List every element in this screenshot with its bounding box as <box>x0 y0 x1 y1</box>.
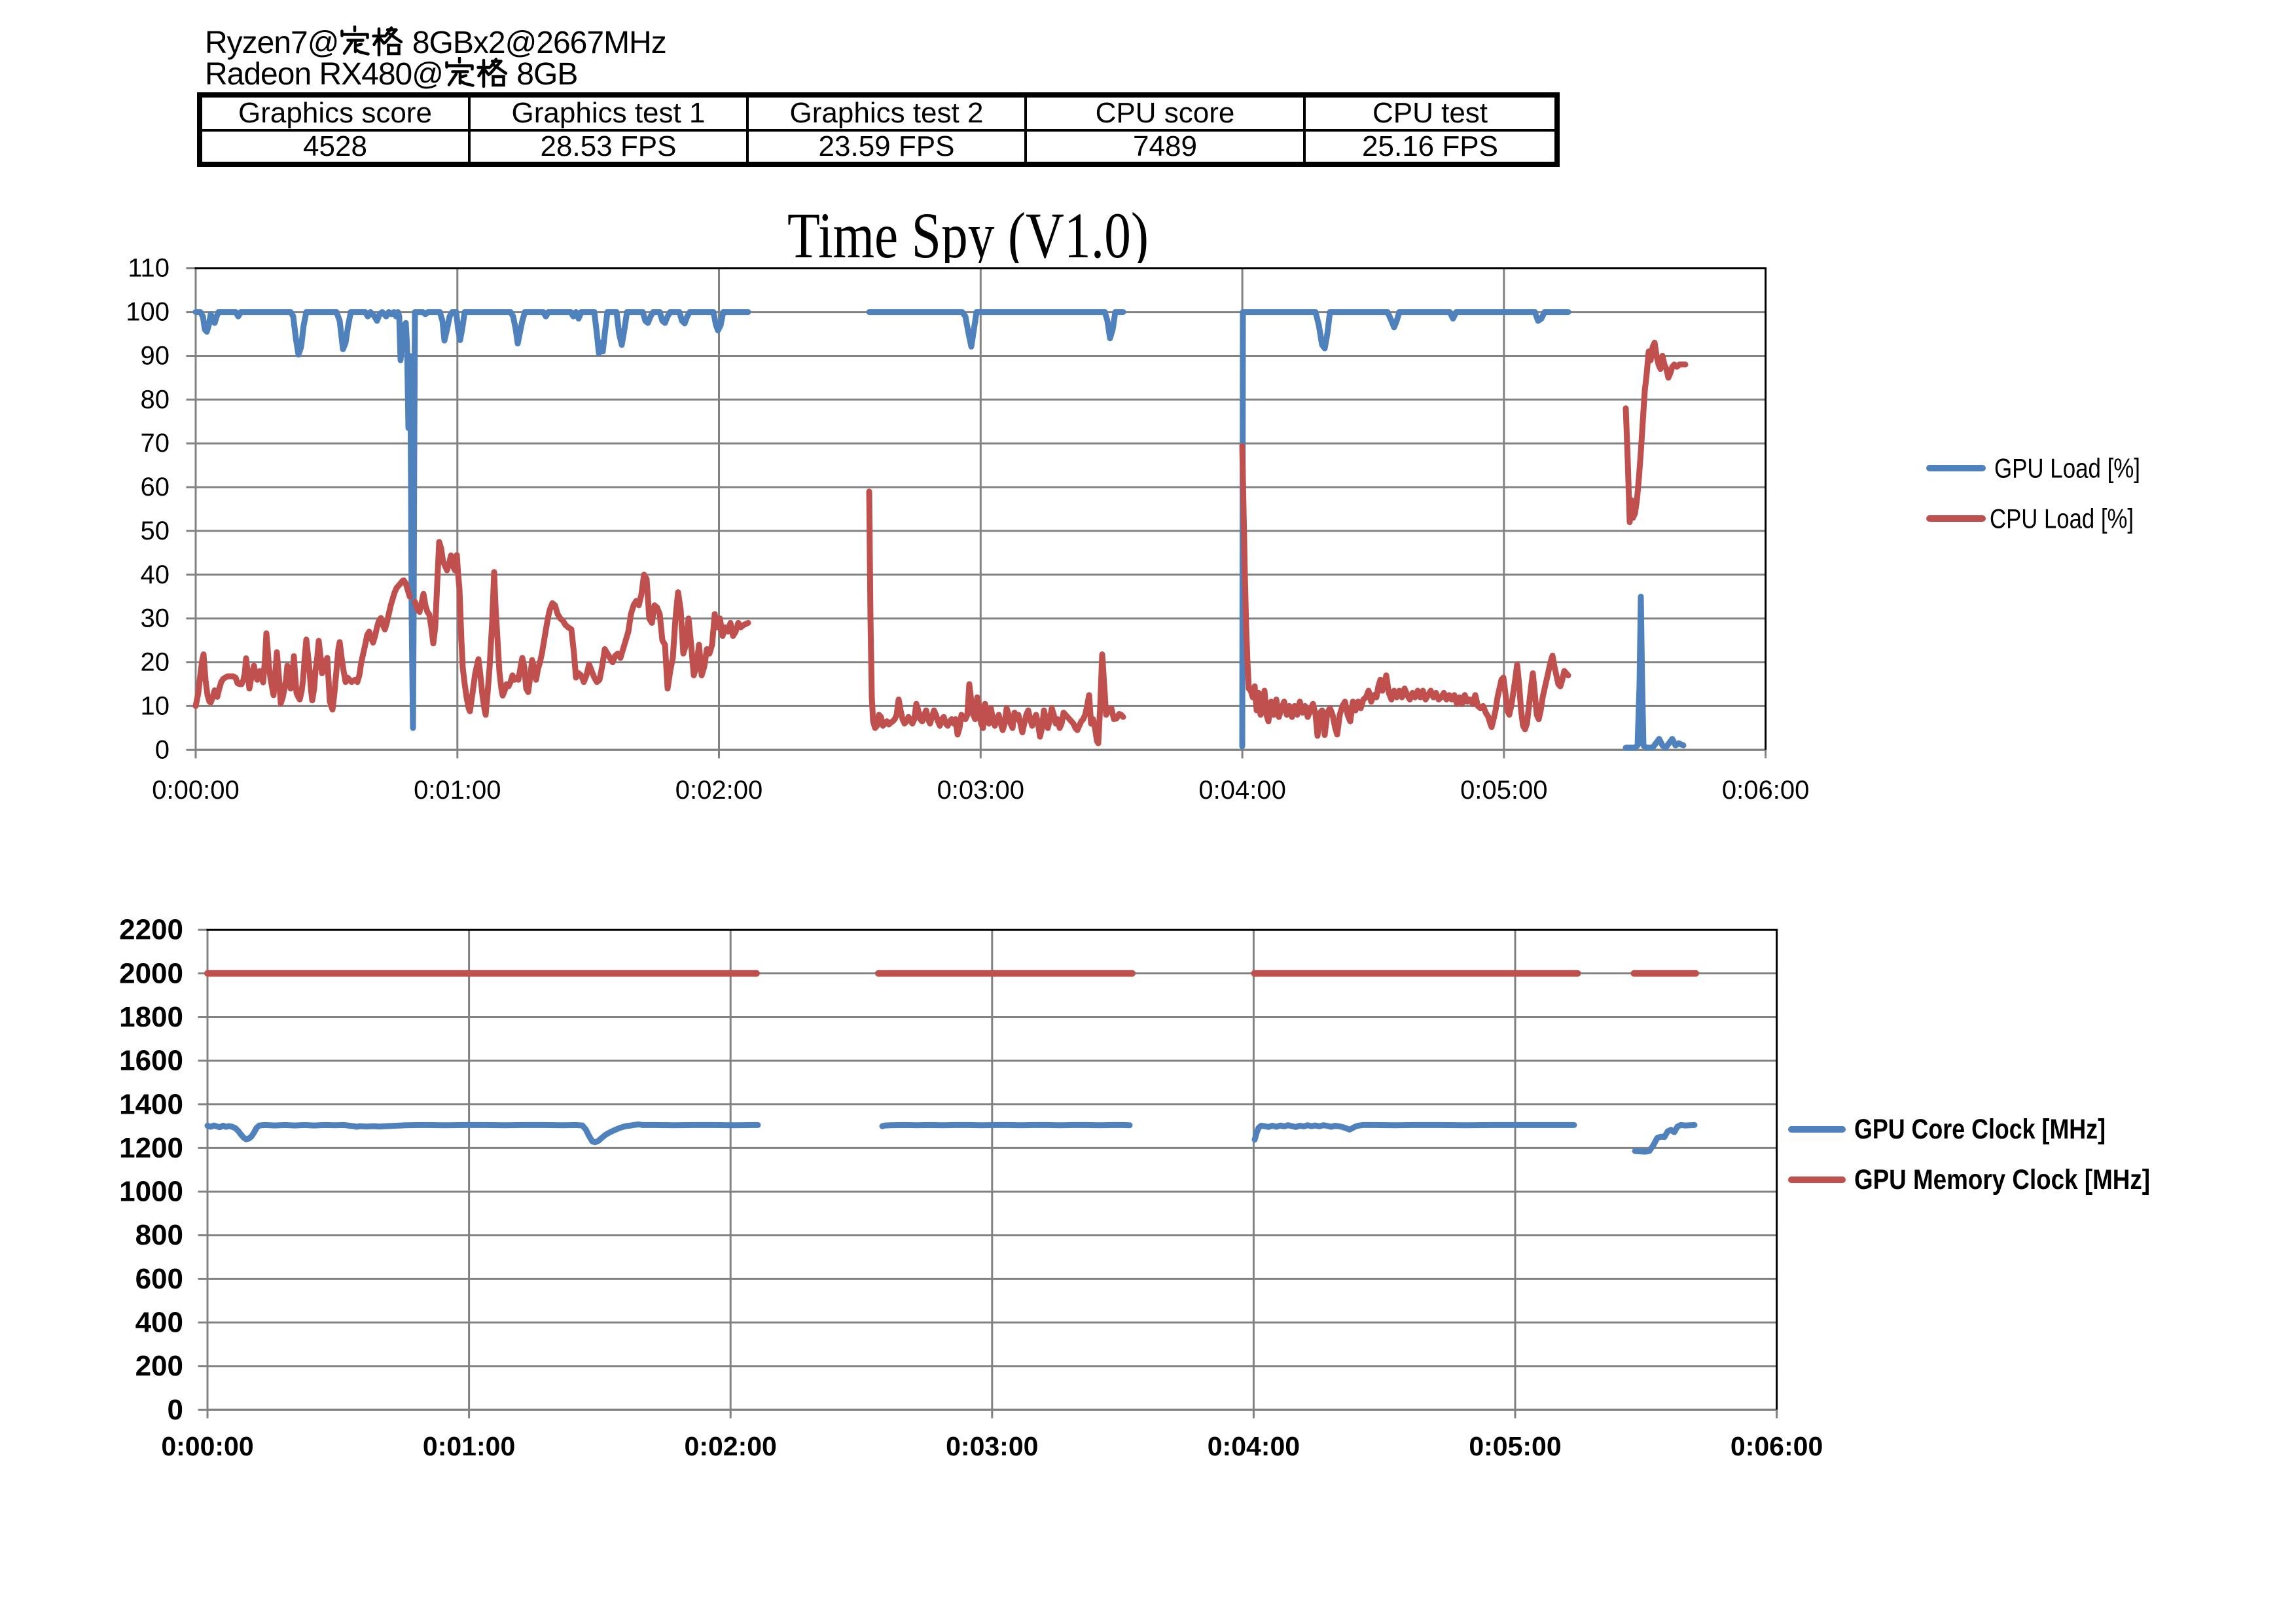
svg-text:0:04:00: 0:04:00 <box>1198 776 1285 805</box>
svg-text:90: 90 <box>141 342 170 371</box>
svg-text:0: 0 <box>168 1394 183 1426</box>
svg-text:0:06:00: 0:06:00 <box>1722 776 1809 805</box>
svg-text:0:00:00: 0:00:00 <box>161 1431 253 1461</box>
svg-text:0:01:00: 0:01:00 <box>423 1431 515 1461</box>
svg-text:0:02:00: 0:02:00 <box>675 776 762 805</box>
svg-text:2200: 2200 <box>119 914 183 946</box>
svg-text:40: 40 <box>141 560 170 589</box>
svg-text:20: 20 <box>141 648 170 677</box>
svg-text:50: 50 <box>141 517 170 545</box>
svg-text:10: 10 <box>141 691 170 720</box>
svg-text:1200: 1200 <box>119 1132 183 1164</box>
svg-text:2000: 2000 <box>119 957 183 989</box>
svg-text:0:03:00: 0:03:00 <box>937 776 1024 805</box>
svg-text:30: 30 <box>141 604 170 633</box>
svg-text:0:00:00: 0:00:00 <box>152 776 239 805</box>
svg-text:0:03:00: 0:03:00 <box>946 1431 1038 1461</box>
svg-text:0:06:00: 0:06:00 <box>1731 1431 1823 1461</box>
svg-text:0:04:00: 0:04:00 <box>1208 1431 1300 1461</box>
svg-text:1400: 1400 <box>119 1088 183 1120</box>
svg-text:GPU Core Clock [MHz]: GPU Core Clock [MHz] <box>1854 1114 2106 1145</box>
svg-text:200: 200 <box>135 1350 183 1382</box>
svg-text:GPU Load [%]: GPU Load [%] <box>1994 453 2140 484</box>
svg-text:70: 70 <box>141 429 170 458</box>
svg-text:100: 100 <box>126 298 170 327</box>
svg-text:60: 60 <box>141 473 170 501</box>
svg-text:0:01:00: 0:01:00 <box>414 776 501 805</box>
svg-text:800: 800 <box>135 1219 183 1251</box>
svg-text:600: 600 <box>135 1263 183 1295</box>
svg-text:0:02:00: 0:02:00 <box>685 1431 777 1461</box>
svg-text:0:05:00: 0:05:00 <box>1460 776 1547 805</box>
svg-text:GPU Memory Clock [MHz]: GPU Memory Clock [MHz] <box>1854 1164 2150 1195</box>
svg-text:110: 110 <box>128 254 170 283</box>
svg-text:1800: 1800 <box>119 1001 183 1033</box>
svg-text:1600: 1600 <box>119 1045 183 1077</box>
svg-text:CPU Load [%]: CPU Load [%] <box>1990 503 2134 534</box>
svg-text:0:05:00: 0:05:00 <box>1469 1431 1561 1461</box>
svg-text:400: 400 <box>135 1307 183 1339</box>
svg-text:80: 80 <box>141 385 170 414</box>
svg-text:Time Spy (V1.0): Time Spy (V1.0) <box>787 199 1149 272</box>
svg-text:1000: 1000 <box>119 1176 183 1208</box>
svg-text:0: 0 <box>155 735 170 764</box>
